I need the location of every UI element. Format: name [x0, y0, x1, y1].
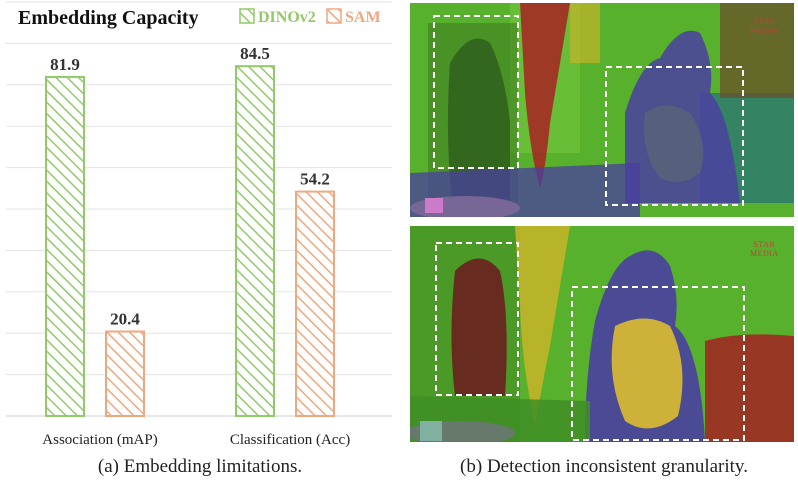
bar-dinov2-association: [45, 75, 85, 418]
bar-sam-classification: [295, 190, 335, 417]
chart-title: Embedding Capacity: [18, 7, 199, 29]
x-tick-label: Classification (Acc): [230, 432, 350, 448]
bar-sam-association: [105, 330, 145, 418]
legend-swatch-dinov2: [239, 8, 255, 24]
data-label: 81.9: [50, 55, 80, 74]
embedding-capacity-chart: 81.9 20.4 84.5 54.2 Association (mAP) Classi…: [6, 1, 392, 448]
legend-label-sam: SAM: [345, 9, 381, 26]
data-labels: 81.9 20.4 84.5 54.2: [50, 44, 330, 328]
legend: DINOv2 SAM: [239, 8, 381, 26]
watermark-logo: STAR MEDIA: [750, 17, 779, 35]
caption-right: (b) Detection inconsistent granularity.: [460, 456, 748, 477]
detection-box: [605, 66, 744, 206]
watermark-logo: STAR MEDIA: [750, 240, 779, 258]
caption-left: (a) Embedding limitations.: [97, 456, 303, 477]
detection-box: [571, 286, 745, 441]
legend-label-dinov2: DINOv2: [258, 9, 316, 26]
detection-box: [435, 242, 519, 396]
legend-swatch-sam: [326, 8, 342, 24]
tick-labels: Association (mAP) Classification (Acc): [42, 432, 350, 448]
x-tick-label: Association (mAP): [42, 432, 157, 448]
data-label: 54.2: [300, 170, 330, 189]
detection-image-bottom: STAR MEDIA: [410, 226, 794, 442]
detection-image-top: STAR MEDIA: [410, 3, 794, 217]
bar-dinov2-classification: [235, 65, 275, 417]
data-label: 84.5: [240, 44, 270, 63]
detection-box: [433, 15, 519, 169]
bars: [45, 65, 335, 418]
data-label: 20.4: [110, 310, 140, 329]
